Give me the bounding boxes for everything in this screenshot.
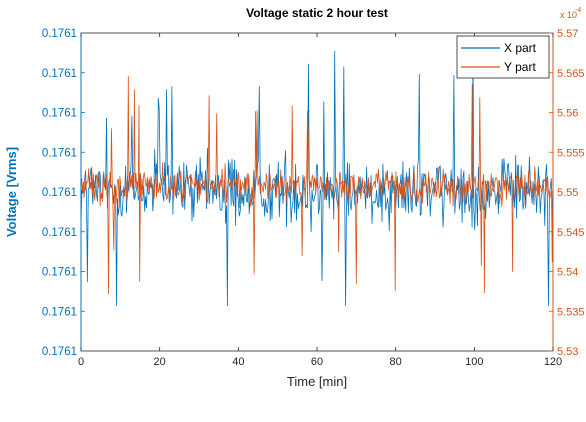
chart-title: Voltage static 2 hour test [246, 6, 388, 20]
x-tick-label: 120 [544, 356, 562, 368]
y-right-tick-label: 5.54 [557, 267, 578, 279]
y-right-tick-label: 5.535 [557, 306, 585, 318]
legend-label-y-part: Y part [504, 60, 536, 74]
y-left-tick-label: 0.1761 [42, 267, 77, 279]
y-left-tick-label: 0.1761 [42, 147, 77, 159]
series-layer [80, 49, 554, 307]
exponent-base: x 10 [560, 10, 577, 20]
series-line-y-part [80, 75, 554, 295]
y-right-tick-label: 5.545 [557, 227, 585, 239]
y-right-tick-label: 5.565 [557, 68, 585, 80]
legend-box [456, 35, 550, 79]
y-left-tick-label: 0.1761 [42, 28, 77, 40]
right-axis-ticks: 5.53 5.535 5.54 5.545 5.55 5.555 5.56 5.565 5.57 [549, 28, 585, 358]
x-tick-label: 0 [78, 356, 84, 368]
x-tick-label: 80 [390, 356, 402, 368]
y-right-tick-label: 5.55 [557, 187, 578, 199]
y-left-tick-label: 0.1761 [42, 68, 77, 80]
y-left-tick-label: 0.1761 [42, 346, 77, 358]
x-axis-ticks: 0 20 40 60 80 100 120 [78, 33, 562, 368]
x-tick-label: 100 [465, 356, 483, 368]
x-tick-label: 60 [311, 356, 323, 368]
series-line-x-part [80, 49, 554, 307]
y-right-tick-label: 5.56 [557, 108, 578, 120]
y-left-tick-label: 0.1761 [42, 187, 77, 199]
legend: X part Y part [456, 35, 550, 79]
x-tick-label: 40 [232, 356, 244, 368]
y-axis-left-label: Voltage [Vrms] [4, 147, 19, 237]
left-axis-ticks: 0.1761 0.1761 0.1761 0.1761 0.1761 0.1761 0.17… [42, 28, 85, 358]
y-left-tick-label: 0.1761 [42, 227, 77, 239]
x-axis-label: Time [min] [287, 374, 347, 389]
legend-label-x-part: X part [504, 41, 537, 55]
right-axis-exponent: x 10 -4 [560, 7, 581, 20]
y-right-tick-label: 5.53 [557, 346, 578, 358]
exponent-power: -4 [575, 7, 581, 14]
y-left-tick-label: 0.1761 [42, 108, 77, 120]
y-left-tick-label: 0.1761 [42, 306, 77, 318]
x-tick-label: 20 [154, 356, 166, 368]
y-right-tick-label: 5.555 [557, 147, 585, 159]
y-right-tick-label: 5.57 [557, 28, 578, 40]
